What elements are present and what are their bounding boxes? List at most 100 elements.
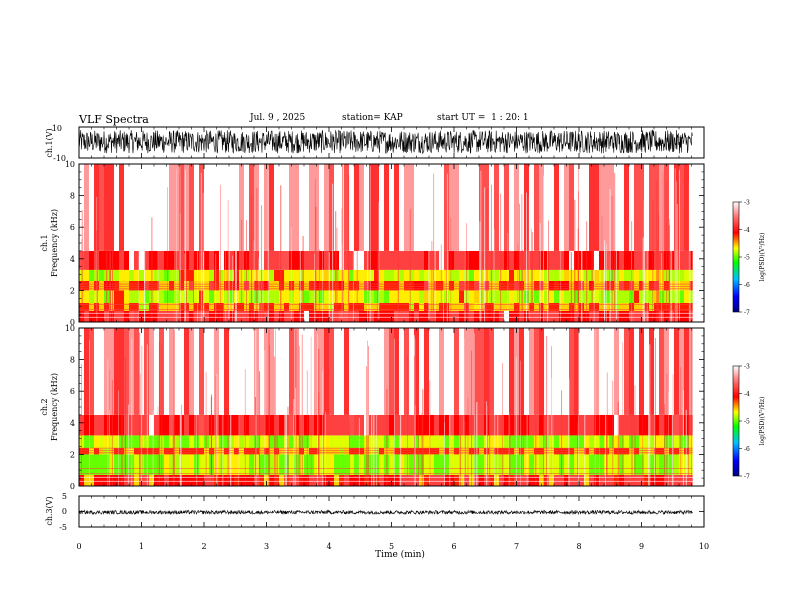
spectrogram-cell: [144, 454, 149, 475]
spectrogram-cell: [454, 474, 459, 486]
spectrogram-cell: [359, 310, 364, 322]
spectrogram-cell: [269, 269, 274, 281]
spectrogram-cell: [199, 474, 204, 486]
spectrogram-cell: [359, 290, 364, 303]
spectrogram-cell: [299, 454, 304, 475]
spectrogram-cell: [304, 290, 309, 303]
spectrogram-cell: [419, 414, 424, 436]
spectrogram-cell: [644, 164, 649, 251]
spectrogram-cell: [514, 280, 519, 291]
spectrogram-cell: [454, 250, 459, 270]
spectrogram-cell: [384, 280, 389, 291]
spectrogram-cell: [204, 310, 209, 322]
spectrogram-cell: [544, 269, 549, 281]
spectrogram-cell: [424, 269, 429, 281]
spectrogram-cell: [89, 303, 94, 311]
spectrogram-cell: [339, 280, 344, 291]
spectrogram-cell: [544, 280, 549, 291]
spectrogram-cell: [279, 269, 284, 281]
spectrogram-cell: [414, 328, 419, 415]
spectrogram-cell: [624, 454, 629, 475]
spectrogram-cell: [229, 474, 234, 486]
spectrogram-cell: [134, 414, 139, 436]
spectrogram-cell: [474, 303, 479, 311]
spectrogram-cell: [624, 310, 629, 322]
spectrogram-cell: [504, 164, 509, 251]
spectrogram-cell: [619, 435, 624, 448]
spectrogram-cell: [494, 414, 499, 436]
spectrogram-cell: [339, 474, 344, 486]
spectrogram-cell: [259, 414, 264, 436]
spectrogram-cell: [269, 250, 274, 270]
spectrogram-cell: [299, 164, 304, 251]
spectrogram-cell: [534, 280, 539, 291]
station-label: station= KAP: [342, 113, 403, 123]
spectrogram-cell: [429, 269, 434, 281]
spectrogram-cell: [84, 448, 89, 455]
spectrogram-cell: [319, 164, 324, 251]
spectrogram-cell: [449, 414, 454, 436]
spectrogram-cell: [679, 310, 684, 322]
spectrogram-cell: [494, 280, 499, 291]
spectrogram-cell: [119, 290, 124, 303]
spectrogram-cell: [169, 328, 174, 415]
spectrogram-cell: [594, 250, 599, 270]
spectrogram-cell: [494, 164, 499, 251]
spectrogram-cell: [179, 280, 184, 291]
spectrogram-cell: [224, 414, 229, 436]
spectrogram-cell: [144, 414, 149, 436]
spectrogram-cell: [159, 290, 164, 303]
spectrogram-cell: [679, 269, 684, 281]
spectrogram-cell: [89, 280, 94, 291]
ch1-ylabel-frequency: Frequency (kHz): [50, 209, 59, 277]
spectrogram-cell: [609, 269, 614, 281]
spectrogram-cell: [329, 328, 334, 415]
spectrogram-cell: [349, 435, 354, 448]
spectrogram-cell: [139, 250, 144, 270]
spectrogram-cell: [509, 474, 514, 486]
spectrogram-cell: [659, 474, 664, 486]
spectrogram-cell: [144, 474, 149, 486]
spectrogram-cell: [314, 310, 319, 322]
spectrogram-cell: [554, 303, 559, 311]
spectrogram-cell: [419, 269, 424, 281]
spectrogram-cell: [329, 164, 334, 251]
spectrogram-cell: [394, 454, 399, 475]
spectrogram-cell: [594, 303, 599, 311]
spectrogram-cell: [349, 303, 354, 311]
spectrogram-cell: [229, 435, 234, 448]
spectrogram-cell: [534, 474, 539, 486]
spectrogram-cell: [434, 435, 439, 448]
x-axis-label: Time (min): [375, 549, 425, 560]
spectrogram-cell: [509, 310, 514, 322]
spectrogram-cell: [429, 250, 434, 270]
spectrogram-cell: [84, 164, 89, 251]
spectrogram-cell: [409, 250, 414, 270]
spectrogram-cell: [429, 454, 434, 475]
spectrogram-cell: [379, 303, 384, 311]
spectrogram-cell: [184, 474, 189, 486]
spectrogram-cell: [364, 290, 369, 303]
spectrogram-cell: [464, 328, 469, 415]
ytick-label: 4: [70, 255, 75, 264]
spectrogram-cell: [549, 280, 554, 291]
spectrogram-cell: [409, 164, 414, 251]
spectrogram-cell: [319, 310, 324, 322]
spectrogram-cell: [99, 474, 104, 486]
spectrogram-cell: [434, 310, 439, 322]
spectrogram-cell: [379, 164, 384, 251]
spectrogram-cell: [194, 269, 199, 281]
spectrogram-cell: [304, 474, 309, 486]
spectrogram-cell: [619, 280, 624, 291]
spectrogram-cell: [459, 474, 464, 486]
spectrogram-cell: [529, 474, 534, 486]
ytick-label: 2: [70, 286, 75, 295]
spectrogram-cell: [689, 414, 693, 436]
spectrogram-cell: [414, 414, 419, 436]
spectrogram-cell: [354, 164, 359, 251]
spectrogram-cell: [414, 474, 419, 486]
spectrogram-cell: [229, 454, 234, 475]
spectrogram-cell: [404, 414, 409, 436]
spectrogram-cell: [239, 328, 244, 415]
